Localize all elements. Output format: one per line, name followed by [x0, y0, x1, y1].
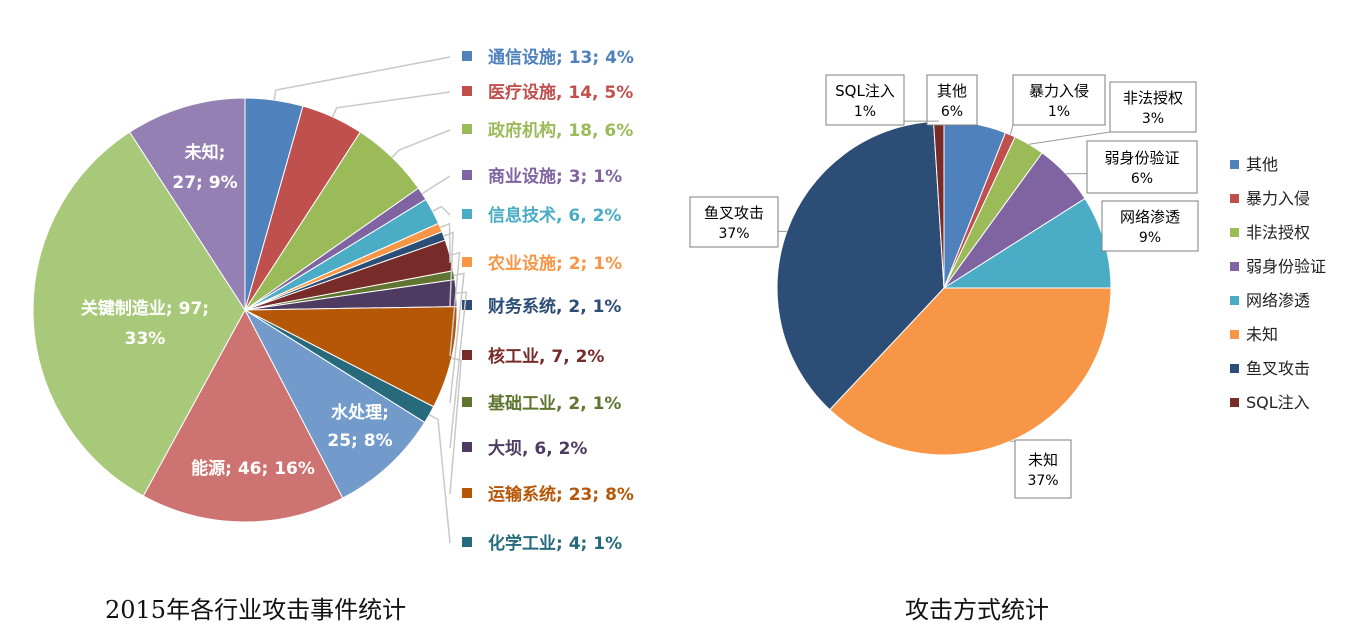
industry-label-marker-4	[462, 170, 472, 180]
method-callout-pct-2: 1%	[1048, 104, 1070, 120]
method-callout-pct-3: 3%	[1142, 111, 1164, 127]
method-leader-line-2	[1009, 124, 1014, 135]
industry-leader-line-7	[443, 231, 454, 307]
method-callout-name-1: 其他	[937, 82, 967, 100]
industry-data-label-13: 水处理;	[331, 402, 389, 423]
method-callout-pct-8: 1%	[854, 104, 876, 120]
attack-method-pie-chart: 其他 6% 暴力入侵 1% 非法授权 3% 弱身份验证 6% 网络渗透 9% 未知 37% 鱼叉攻击 37…	[689, 74, 1326, 499]
method-callout-pct-6: 37%	[1027, 473, 1058, 489]
industry-data-label-15-line2: 33%	[125, 329, 166, 349]
industry-label-marker-2	[462, 86, 472, 96]
industry-data-label-9: 基础工业, 2, 1%	[487, 393, 621, 414]
industry-leader-line-9	[449, 272, 465, 404]
legend-entry-5: 网络渗透	[1246, 291, 1310, 310]
industry-label-marker-12	[462, 537, 472, 547]
legend-marker-8	[1230, 398, 1239, 407]
method-callout-name-5: 网络渗透	[1120, 208, 1180, 226]
industry-slice-11	[244, 306, 458, 408]
industry-data-label-3: 政府机构, 18, 6%	[488, 120, 633, 141]
method-callout-pct-1: 6%	[941, 104, 963, 120]
method-chart-caption: 攻击方式统计	[905, 596, 1049, 624]
legend-entry-2: 暴力入侵	[1246, 189, 1310, 208]
legend-marker-6	[1230, 330, 1239, 339]
method-callout-box-8	[825, 74, 905, 126]
method-slice-7	[776, 120, 945, 411]
method-callout-box-2	[1012, 74, 1106, 126]
industry-leader-line-6	[440, 222, 451, 264]
industry-data-label-12: 化学工业; 4; 1%	[488, 533, 622, 554]
method-callout-name-3: 非法授权	[1123, 89, 1183, 107]
method-callout-name-6: 未知	[1028, 451, 1058, 469]
industry-data-label-1: 通信设施; 13; 4%	[488, 47, 634, 68]
method-callout-box-1	[926, 74, 978, 126]
industry-data-label-5: 信息技术, 6, 2%	[488, 205, 621, 226]
industry-leader-line-12	[428, 414, 451, 544]
industry-data-label-13-line2: 25; 8%	[327, 431, 392, 451]
industry-label-marker-8	[462, 350, 472, 360]
method-callout-pct-7: 37%	[718, 226, 749, 242]
industry-data-label-6: 农业设施; 2; 1%	[487, 253, 622, 274]
industry-leader-line-10	[449, 291, 468, 449]
method-callout-name-4: 弱身份验证	[1104, 149, 1179, 167]
industry-leader-line-2	[331, 91, 451, 118]
legend-entry-3: 非法授权	[1246, 223, 1310, 242]
industry-label-marker-11	[462, 488, 472, 498]
industry-label-marker-3	[462, 124, 472, 134]
industry-label-marker-1	[462, 51, 472, 61]
industry-chart-caption: 2015年各行业攻击事件统计	[105, 596, 407, 624]
industry-leader-line-8	[449, 251, 461, 357]
industry-leader-line-11	[449, 357, 463, 495]
method-callout-box-7	[689, 196, 779, 248]
legend-marker-3	[1230, 228, 1239, 237]
legend-marker-4	[1230, 262, 1239, 271]
industry-leader-line-5	[432, 205, 451, 216]
industry-data-label-11: 运输系统; 23; 8%	[488, 484, 634, 505]
method-callout-name-7: 鱼叉攻击	[704, 204, 764, 222]
industry-data-label-16-line2: 27; 9%	[172, 173, 237, 193]
industry-label-marker-10	[462, 442, 472, 452]
method-callout-pct-5: 9%	[1139, 230, 1161, 246]
industry-slice-15	[32, 131, 246, 497]
industry-data-label-16: 未知;	[184, 142, 226, 163]
method-callout-box-4	[1086, 140, 1198, 194]
industry-data-label-7: 财务系统, 2, 1%	[487, 296, 621, 317]
industry-label-marker-9	[462, 397, 472, 407]
method-callout-box-3	[1109, 81, 1197, 133]
legend-marker-1	[1230, 160, 1239, 169]
method-callout-box-5	[1101, 200, 1199, 252]
industry-slice-16	[128, 97, 246, 312]
industry-data-label-2: 医疗设施, 14, 5%	[488, 82, 633, 103]
legend-entry-1: 其他	[1246, 155, 1278, 174]
legend-marker-2	[1230, 194, 1239, 203]
industry-data-label-14: 能源; 46; 16%	[191, 458, 315, 479]
legend-entry-7: 鱼叉攻击	[1246, 359, 1310, 378]
legend-entry-8: SQL注入	[1246, 393, 1310, 412]
method-callout-name-2: 暴力入侵	[1029, 82, 1089, 100]
industry-leader-line-1	[273, 56, 451, 101]
industry-slice-14	[142, 308, 344, 523]
method-slice-6	[828, 287, 1112, 456]
legend-marker-5	[1230, 296, 1239, 305]
method-callout-pct-4: 6%	[1131, 171, 1153, 187]
legend-entry-6: 未知	[1246, 325, 1278, 344]
industry-label-marker-5	[462, 209, 472, 219]
method-leader-line-3	[1028, 131, 1111, 145]
industry-label-marker-7	[462, 300, 472, 310]
legend-entry-4: 弱身份验证	[1246, 257, 1326, 276]
industry-attack-pie-chart: 通信设施; 13; 4% 医疗设施, 14, 5% 政府机构, 18, 6% 商业设施…	[32, 47, 634, 554]
industry-label-marker-6	[462, 257, 472, 267]
industry-data-label-10: 大坝, 6, 2%	[488, 438, 587, 459]
industry-data-label-15: 关键制造业; 97;	[81, 298, 209, 319]
industry-leader-line-4	[421, 175, 451, 195]
industry-data-label-4: 商业设施; 3; 1%	[488, 166, 622, 187]
industry-data-label-8: 核工业, 7, 2%	[488, 346, 604, 367]
legend-marker-7	[1230, 364, 1239, 373]
industry-leader-line-3	[391, 129, 451, 158]
industry-slice-13	[243, 308, 426, 499]
method-callout-name-8: SQL注入	[835, 82, 895, 100]
method-callout-box-6	[1014, 439, 1072, 499]
